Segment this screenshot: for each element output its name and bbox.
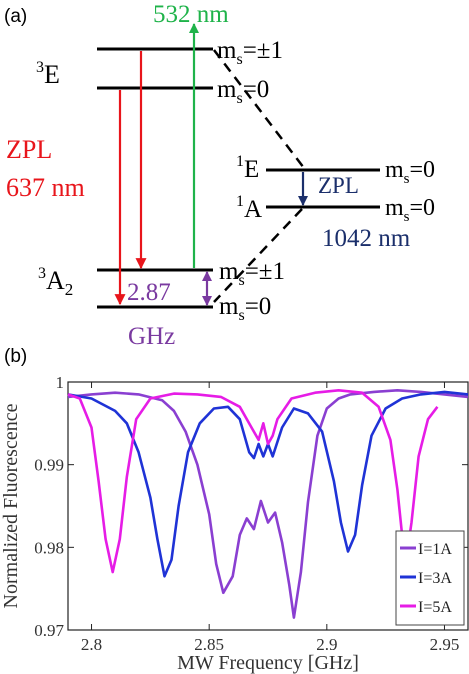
x-tick-label: 2.85 [194,635,224,654]
ms-pm1-lower-label: ms=±1 [219,258,285,289]
ms-0-1e-label: ms=0 [385,157,435,187]
ms-0-upper-label: ms=0 [217,76,269,107]
axis-ticks: 2.8 2.85 2.9 2.95 0.97 0.98 0.99 1 [34,373,468,654]
y-axis-title: Normalized Fluorescence [0,403,22,608]
isc-dashed-lower [213,208,303,303]
legend-entry-label: I=5A [418,599,452,616]
isc-dashed-upper [213,49,305,169]
ms-0-1a-label: ms=0 [385,195,435,225]
data-series [67,389,469,619]
ms-0-lower-label: ms=0 [219,293,271,324]
state-3e-label: 3E [36,59,60,89]
splitting-value-label: 2.87 [127,279,171,306]
x-tick-label: 2.8 [81,635,102,654]
legend: I=1A I=3A I=5A [395,530,465,626]
y-tick-label: 0.99 [34,456,64,475]
excitation-wavelength-label: 532 nm [153,1,229,28]
splitting-unit-label: GHz [128,323,175,350]
x-axis-title: MW Frequency [GHz] [177,652,359,674]
state-1a-label: 1A [236,193,262,223]
state-3a2-label: 3A2 [38,265,73,299]
red-wavelength-label: 637 nm [6,173,85,202]
ms-pm1-upper-label: ms=±1 [217,37,283,68]
x-tick-label: 2.9 [316,635,337,654]
panel-a-label: (a) [4,6,27,27]
zpl-red-label: ZPL [6,135,52,164]
plot-area [67,381,469,631]
odmr-spectrum-chart: (b) 2.8 2.85 2.9 2.95 0.97 0.98 0.99 1 MW Frequ… [0,346,469,674]
legend-entry-label: I=3A [418,570,452,587]
legend-entry-label: I=1A [418,541,452,558]
zpl-blue-label: ZPL [318,173,359,198]
state-1e-label: 1E [236,153,259,183]
y-tick-label: 0.98 [34,538,64,557]
series-line-i-1a [67,389,469,619]
y-tick-label: 1 [56,373,65,392]
energy-level-diagram: (a) 532 nm ZPL 637 nm ZPL 1042 nm 2.87 G… [4,1,435,350]
panel-b-label: (b) [4,346,27,367]
blue-wavelength-label: 1042 nm [322,225,411,252]
series-line-i-3a [67,390,469,578]
series-line-i-5a [67,389,439,574]
x-tick-label: 2.95 [430,635,460,654]
y-tick-label: 0.97 [34,621,64,640]
